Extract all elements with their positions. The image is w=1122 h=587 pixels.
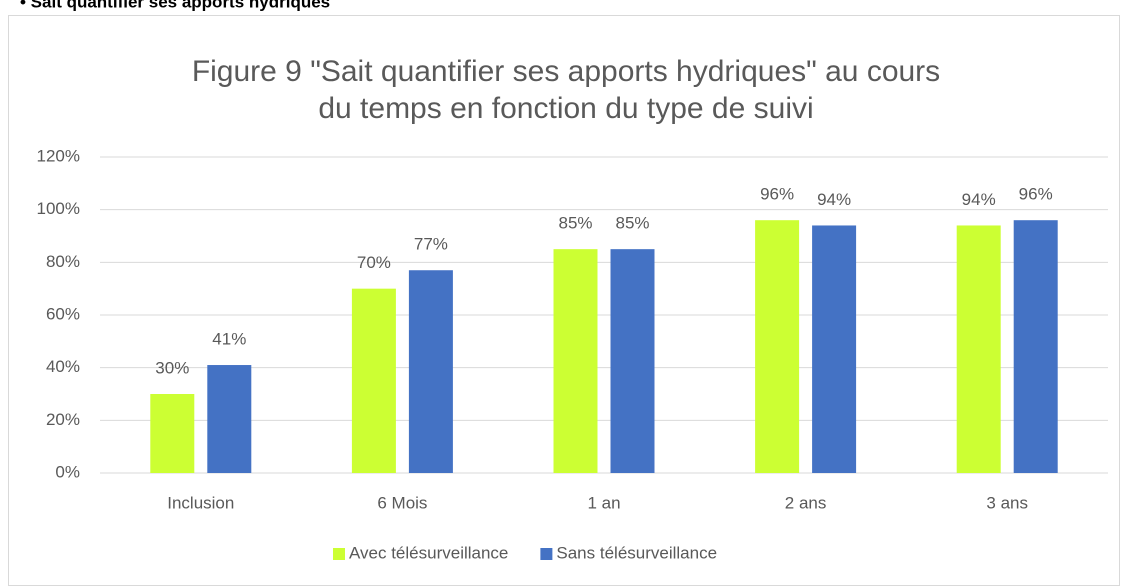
data-label: 85% — [615, 214, 649, 233]
y-tick-label: 20% — [46, 410, 80, 429]
bar — [755, 220, 800, 473]
legend-label: Sans télésurveillance — [556, 543, 717, 562]
data-label: 41% — [212, 330, 246, 349]
data-label: 30% — [155, 358, 189, 377]
data-label: 85% — [558, 214, 592, 233]
data-label: 94% — [962, 190, 996, 209]
x-tick-label: 6 Mois — [377, 493, 427, 512]
bar — [408, 270, 453, 473]
chart-title: du temps en fonction du type de suivi — [318, 92, 813, 125]
data-label: 96% — [760, 185, 794, 204]
x-tick-label: Inclusion — [167, 493, 234, 512]
legend-swatch — [540, 548, 553, 560]
data-label: 77% — [414, 235, 448, 254]
y-tick-label: 120% — [37, 146, 80, 165]
legend-swatch — [333, 548, 345, 560]
y-tick-label: 100% — [37, 199, 80, 218]
bar — [553, 249, 598, 473]
y-tick-label: 60% — [46, 304, 80, 323]
bar — [351, 288, 396, 473]
bar — [812, 225, 857, 473]
data-label: 70% — [357, 253, 391, 272]
bar — [150, 394, 195, 473]
bar — [610, 249, 655, 473]
y-tick-label: 40% — [46, 357, 80, 376]
legend-label: Avec télésurveillance — [349, 543, 508, 562]
chart-title: Figure 9 "Sait quantifier ses apports hy… — [192, 55, 940, 88]
data-label: 94% — [817, 190, 851, 209]
x-tick-label: 3 ans — [986, 493, 1028, 512]
x-tick-label: 2 ans — [785, 493, 827, 512]
data-label: 96% — [1019, 185, 1053, 204]
section-header: • Sait quantifier ses apports hydriques — [20, 0, 330, 11]
x-tick-label: 1 an — [587, 493, 620, 512]
bar — [207, 365, 252, 473]
bar — [956, 225, 1001, 473]
bar — [1013, 220, 1058, 473]
y-tick-label: 80% — [46, 252, 80, 271]
y-tick-label: 0% — [55, 462, 80, 481]
